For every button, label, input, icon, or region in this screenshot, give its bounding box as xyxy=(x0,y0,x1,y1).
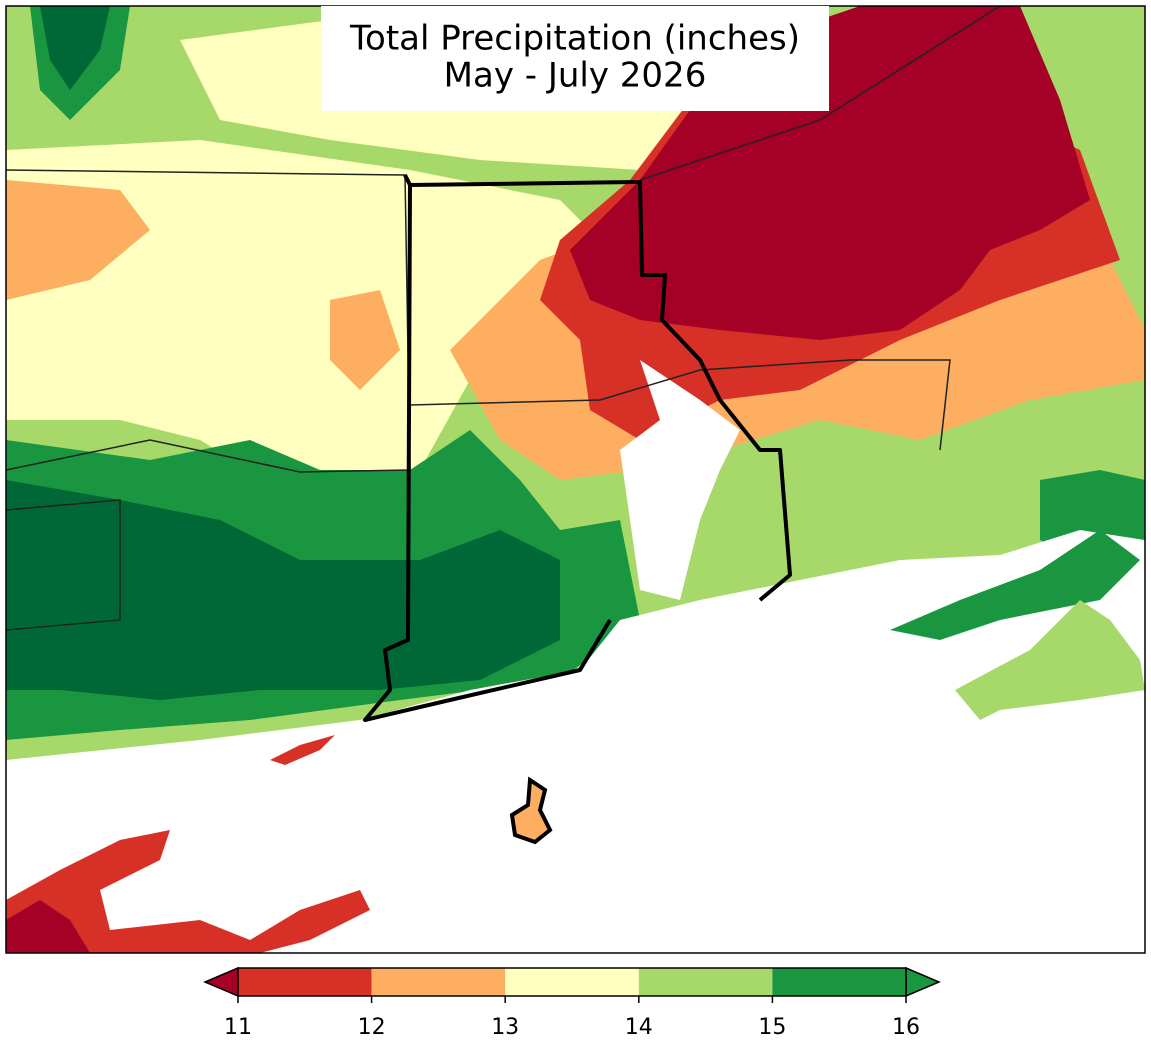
colorbar-segment xyxy=(238,968,372,996)
colorbar-tick-label: 14 xyxy=(625,1015,653,1040)
water xyxy=(6,530,1145,953)
zone-orange-west xyxy=(6,180,150,300)
islet xyxy=(270,735,335,765)
zone-yellow xyxy=(6,140,620,500)
colorbar-segment xyxy=(505,968,639,996)
cape-cod xyxy=(890,530,1140,640)
colorbar-segment xyxy=(638,968,773,996)
county-border xyxy=(639,6,1001,181)
bay xyxy=(620,360,740,600)
zone-dark-red xyxy=(570,6,1090,340)
colorbar-tick-label: 13 xyxy=(491,1015,519,1040)
long-island xyxy=(6,830,370,953)
title-line: Total Precipitation (inches) xyxy=(349,19,800,59)
zone-dark-green-nw xyxy=(40,6,110,90)
zone-dark-green xyxy=(6,480,560,700)
block-island xyxy=(509,776,553,845)
island-east xyxy=(955,600,1145,720)
colorbar-outline xyxy=(237,967,907,997)
colorbar-under xyxy=(203,966,239,998)
county-border xyxy=(409,359,951,451)
colorbar-tick-label: 12 xyxy=(358,1015,386,1040)
colorbar-tick-label: 11 xyxy=(224,1015,252,1040)
county-border xyxy=(6,169,411,473)
colorbar-over xyxy=(905,966,941,998)
colorbar-tick-label: 15 xyxy=(758,1015,786,1040)
zone-orange-mid xyxy=(330,290,400,390)
state-border xyxy=(363,184,612,722)
colorbar-segment xyxy=(772,968,906,996)
colorbar-tick-label: 16 xyxy=(892,1015,920,1040)
long-island-fork xyxy=(6,900,90,953)
county-border xyxy=(6,499,121,631)
title-line: May - July 2026 xyxy=(444,56,707,96)
colorbar-segment xyxy=(371,968,506,996)
state-border xyxy=(403,174,792,602)
map xyxy=(6,6,1145,953)
colorbar: 11 12 13 14 15 16 xyxy=(203,966,941,1040)
title-box xyxy=(321,6,829,111)
